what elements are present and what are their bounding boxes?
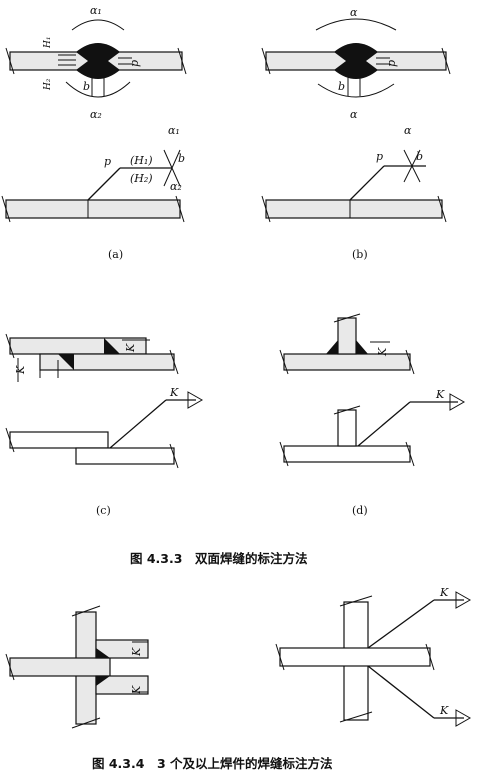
K-symbol: K (130, 647, 143, 657)
K-symbol: K (435, 388, 445, 401)
panel-b-notation: p α b (b) (261, 124, 447, 261)
break-mark (177, 47, 187, 75)
panel-b-lower-plate (265, 199, 443, 219)
panel-a-lower-plate (5, 199, 181, 219)
panel-d-label: (d) (352, 504, 368, 517)
panel-d-joint: K (279, 313, 415, 375)
weld-bottom (76, 61, 120, 79)
fillet-weld (96, 676, 110, 686)
fillet-weld (58, 354, 74, 370)
arrow-leader (109, 399, 167, 449)
panel-a-label: (a) (108, 248, 123, 261)
panel-a-notation: p (H₁) (H₂) α₁ α₂ b (a) (1, 124, 185, 261)
upper-plate (9, 431, 109, 449)
p-symbol: p (104, 155, 111, 168)
fillet-symbol (449, 393, 466, 411)
break-mark (5, 47, 15, 75)
arrow-leader (87, 167, 121, 201)
alpha2-symbol: α₂ (170, 180, 182, 193)
K-symbol: K (14, 365, 27, 375)
alpha1-symbol: α₁ (90, 4, 102, 17)
fillet-symbol (187, 391, 204, 409)
b-symbol: b (178, 152, 185, 165)
figure-caption: 图 4.3.4 3 个及以上焊件的焊缝标注方法 (92, 756, 333, 771)
angle-arc-alpha2 (65, 81, 131, 98)
K-symbol: K (124, 343, 137, 353)
H2-symbol: H₂ (43, 78, 53, 91)
angle-arc-bottom (317, 83, 395, 98)
arrow-leader (349, 165, 385, 201)
panel-b-joint: α α b p (261, 6, 451, 121)
fillet-symbol (455, 709, 472, 727)
angle-arc-alpha1 (71, 19, 125, 31)
weld-bottom (334, 61, 378, 79)
panel-e-joint: K K (5, 605, 149, 729)
fillet-weld (326, 340, 338, 354)
fillet-symbol (455, 591, 472, 609)
b-symbol: b (416, 150, 423, 163)
alpha-symbol: α (404, 124, 412, 137)
alpha-symbol: α (350, 6, 358, 19)
H1-symbol: H₁ (43, 37, 53, 49)
horizontal-plate (9, 657, 111, 677)
K-symbol: K (376, 347, 389, 357)
fillet-weld (104, 338, 120, 354)
K-symbol: K (169, 386, 179, 399)
panel-f-notation: K K (275, 586, 472, 727)
alpha2-symbol: α₂ (90, 108, 102, 121)
angle-arc-top (315, 18, 397, 31)
panel-a-joint: α₁ α₂ H₁ H₂ b p (5, 4, 187, 121)
b-symbol: b (83, 80, 90, 93)
fillet-weld (356, 340, 368, 354)
weld-top (334, 43, 378, 61)
arrow-leader (367, 599, 435, 649)
panel-c-joint: K K (5, 333, 179, 382)
panel-c-notation: K (c) (5, 386, 204, 517)
lower-plate (75, 447, 175, 465)
panel-c-label: (c) (96, 504, 111, 517)
p-symbol: p (385, 60, 398, 67)
arrow-leader (357, 401, 411, 447)
K-symbol: K (439, 586, 449, 599)
alpha1-symbol: α₁ (168, 124, 180, 137)
p-symbol: p (128, 60, 141, 67)
base-plate (283, 445, 411, 463)
figure-caption: 图 4.3.3 双面焊缝的标注方法 (130, 551, 308, 566)
H1-leader-label: (H₁) (130, 154, 153, 167)
panel-d-notation: K (d) (279, 388, 466, 517)
stem-plate (337, 317, 357, 355)
b-symbol: b (338, 80, 345, 93)
stem-plate (337, 409, 357, 447)
base-plate (283, 353, 411, 371)
H2-leader-label: (H₂) (130, 172, 153, 185)
weld-top (76, 43, 120, 61)
fillet-weld (96, 648, 110, 658)
K-symbol: K (130, 685, 143, 695)
alpha-symbol: α (350, 108, 358, 121)
K-symbol: K (439, 704, 449, 717)
p-symbol: p (376, 150, 383, 163)
horizontal-plate (279, 647, 431, 667)
lower-plate (39, 353, 175, 371)
panel-b-label: (b) (352, 248, 368, 261)
arrow-leader (367, 665, 435, 719)
